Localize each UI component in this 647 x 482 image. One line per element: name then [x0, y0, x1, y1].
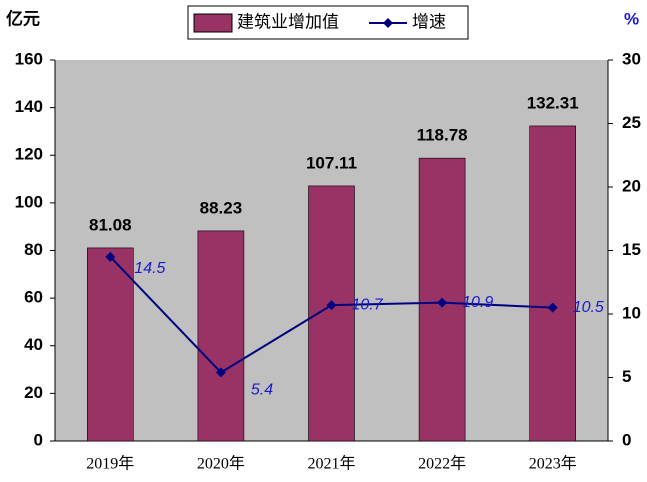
- y-tick-label: 80: [24, 240, 43, 259]
- bar-value-label: 107.11: [306, 153, 357, 172]
- legend-label: 建筑业增加值: [237, 12, 339, 31]
- bar: [529, 125, 577, 442]
- line-marker: [105, 251, 116, 262]
- legend: 建筑业增加值 增速: [187, 5, 469, 40]
- y-tick-label: 120: [15, 145, 43, 164]
- line-marker: [547, 302, 558, 313]
- legend-marker: [383, 18, 393, 28]
- y-tick-label: 0: [34, 430, 43, 449]
- y2-tick-label: 25: [622, 113, 641, 132]
- legend-box: [187, 5, 469, 40]
- y2-axis-label: %: [624, 9, 639, 28]
- y-tick-label: 160: [15, 49, 43, 68]
- x-tick-label: 2021年: [307, 455, 355, 473]
- legend-label: 增速: [412, 12, 446, 31]
- y2-tick-label: 10: [622, 303, 641, 322]
- y-tick-label: 40: [24, 335, 43, 354]
- bar-value-label: 88.23: [200, 198, 243, 217]
- bar: [197, 230, 245, 442]
- line-value-label: 10.9: [462, 294, 493, 311]
- line-value-label: 10.5: [573, 299, 604, 316]
- x-tick-label: 2022年: [418, 455, 466, 473]
- line-marker: [326, 300, 337, 311]
- y2-tick-label: 15: [622, 240, 641, 259]
- y2-tick-label: 30: [622, 49, 641, 68]
- line-marker: [215, 367, 226, 378]
- y-tick-label: 140: [15, 97, 43, 116]
- y-axis-label: 亿元: [6, 8, 40, 28]
- y2-tick-label: 20: [622, 176, 641, 195]
- line-marker: [437, 297, 448, 308]
- y2-tick-label: 0: [622, 430, 631, 449]
- y-tick-label: 20: [24, 383, 43, 402]
- y-tick-label: 60: [24, 288, 43, 307]
- line-value-label: 10.7: [352, 296, 384, 313]
- x-tick-label: 2019年: [86, 455, 134, 473]
- line-value-label: 14.5: [134, 260, 165, 277]
- plot-area: 0 20 40 60 80 100 120 140 160 0 5 10 15 20 25 30 2019年 20…: [15, 49, 641, 472]
- y-tick-label: 100: [15, 192, 43, 211]
- bar-value-label: 118.78: [417, 126, 468, 145]
- y2-tick-label: 5: [622, 367, 631, 386]
- bar: [308, 185, 355, 442]
- bar: [87, 247, 134, 442]
- bar-value-label: 132.31: [527, 93, 579, 112]
- x-tick-label: 2023年: [529, 455, 577, 473]
- legend-swatch: [193, 13, 233, 33]
- x-tick-label: 2020年: [197, 455, 245, 473]
- line-value-label: 5.4: [251, 382, 273, 399]
- bar-value-label: 81.08: [89, 215, 132, 234]
